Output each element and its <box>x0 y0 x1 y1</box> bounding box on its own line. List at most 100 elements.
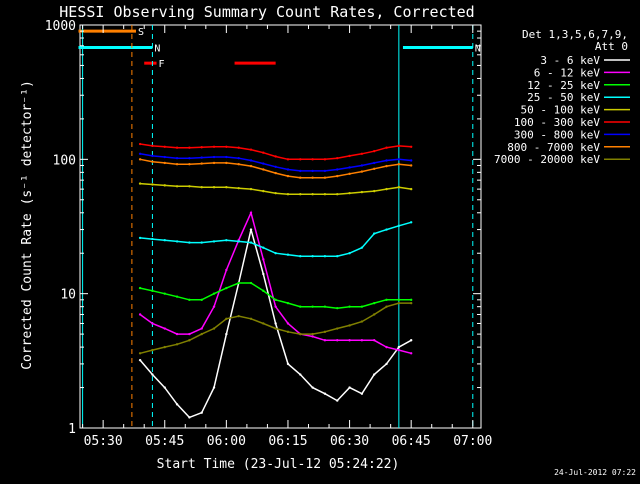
series-point <box>175 295 179 298</box>
series-point <box>212 155 216 159</box>
series-point <box>237 281 240 285</box>
series-point <box>348 339 351 342</box>
series-point <box>274 252 277 255</box>
series-point <box>262 246 265 249</box>
series-point <box>138 142 142 146</box>
series-point <box>212 327 216 330</box>
series-point <box>360 190 364 194</box>
series-point <box>385 345 388 349</box>
series-point <box>151 322 154 325</box>
y-axis: 1 10 100 1000 <box>45 19 481 437</box>
series-point <box>138 152 142 155</box>
series-point <box>175 162 179 166</box>
flag-label: S <box>138 27 144 38</box>
series-point <box>397 162 401 166</box>
series-point <box>336 156 339 160</box>
x-tick-label: 06:15 <box>268 434 307 449</box>
series-point <box>175 240 179 243</box>
series-point <box>151 144 154 148</box>
series-point <box>373 339 376 342</box>
series-point <box>360 152 364 155</box>
series-point <box>286 301 290 305</box>
series-point <box>348 172 351 176</box>
series-point <box>409 301 413 305</box>
flag-label: N <box>154 43 160 54</box>
series-point <box>385 298 388 302</box>
series-point <box>311 332 314 336</box>
series-point <box>274 298 277 302</box>
series-point <box>262 289 265 293</box>
series-point <box>409 159 413 162</box>
series-point <box>373 373 376 376</box>
series-point <box>286 362 290 366</box>
series-point <box>336 399 339 402</box>
series-point <box>286 330 290 334</box>
series-point <box>360 320 364 323</box>
series-point <box>409 298 413 302</box>
series-point <box>299 255 302 258</box>
series-point <box>262 189 265 193</box>
series-point <box>249 159 253 162</box>
series-point <box>225 332 228 336</box>
series-point <box>373 301 376 305</box>
series-point <box>274 155 277 158</box>
y-tick-label: 10 <box>60 288 76 303</box>
series-point <box>151 289 154 293</box>
legend-entry-label: 50 - 100 keV <box>521 104 601 117</box>
series-point <box>323 392 327 395</box>
series-point <box>311 169 314 173</box>
series-point <box>163 161 166 165</box>
series-point <box>286 174 290 178</box>
series-lines <box>138 142 413 419</box>
legend-entry-label: 100 - 300 keV <box>514 116 600 129</box>
series-point <box>311 335 314 338</box>
series-point <box>373 149 376 153</box>
series-point <box>397 186 401 189</box>
series-point <box>138 182 142 185</box>
legend-header-line-2: Att 0 <box>595 40 628 53</box>
series-point <box>262 162 265 165</box>
series-point <box>360 305 364 308</box>
series-point <box>175 185 179 188</box>
x-tick-label: 06:45 <box>392 434 431 449</box>
series-point <box>311 158 314 161</box>
series-point <box>212 240 216 243</box>
series-point <box>311 386 314 389</box>
series-point <box>200 298 203 302</box>
series-point <box>249 164 253 168</box>
series-point <box>163 327 166 330</box>
series-point <box>262 151 265 154</box>
series-point <box>163 345 166 349</box>
series-point <box>336 327 339 330</box>
x-tick-label: 07:00 <box>453 434 492 449</box>
series-point <box>286 193 290 196</box>
series-point <box>323 330 327 334</box>
series-point <box>323 255 327 258</box>
series-point <box>409 164 413 167</box>
series-point <box>237 186 240 190</box>
chart-title: HESSI Observing Summary Count Rates, Cor… <box>59 3 474 21</box>
series-point <box>138 352 142 355</box>
series-point <box>286 322 290 325</box>
series-point <box>200 327 203 330</box>
series-point <box>360 164 364 167</box>
series-point <box>225 286 228 290</box>
series-point <box>323 339 327 342</box>
series-point <box>336 306 339 310</box>
series-point <box>225 268 228 272</box>
series-line <box>139 158 412 179</box>
series-point <box>188 241 191 244</box>
series-point <box>336 193 339 196</box>
legend-entry-label: 300 - 800 keV <box>514 128 600 141</box>
series-point <box>249 317 253 320</box>
series-point <box>188 156 191 160</box>
series-point <box>348 386 351 389</box>
series-point <box>138 236 142 240</box>
series-point <box>336 174 339 178</box>
x-tick-label: 06:00 <box>207 434 246 449</box>
series-point <box>311 305 314 308</box>
series-point <box>138 358 142 362</box>
series-point <box>200 146 203 149</box>
